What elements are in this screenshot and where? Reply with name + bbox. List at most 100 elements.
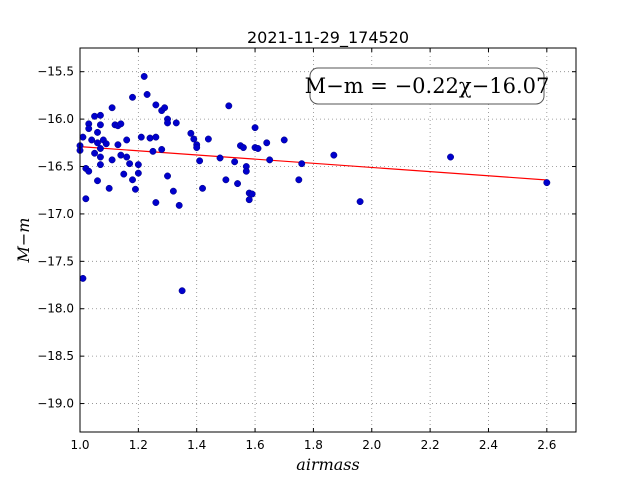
data-point [175, 201, 183, 209]
fit-line [79, 146, 547, 181]
x-tick-label: 2.6 [537, 438, 556, 452]
x-tick-label: 2.4 [479, 438, 498, 452]
fit-line-group [79, 146, 547, 181]
data-point [102, 140, 110, 148]
data-point [239, 144, 247, 152]
data-point [79, 133, 87, 141]
x-tick-label: 1.2 [129, 438, 148, 452]
data-point [108, 156, 116, 164]
x-tick-label: 1.8 [304, 438, 323, 452]
data-point [91, 149, 99, 157]
data-point [172, 119, 180, 127]
y-tick-label: −18.0 [37, 302, 74, 316]
x-ticks: 1.0 1.2 1.4 1.6 1.8 2.0 2.2 2.4 2.6 [70, 48, 556, 452]
chart-title: 2021-11-29_174520 [247, 28, 409, 48]
data-point [91, 112, 99, 120]
data-point [108, 104, 116, 112]
data-point [204, 135, 212, 143]
data-point [123, 136, 131, 144]
data-point [120, 170, 128, 178]
y-tick-label: −17.5 [37, 254, 74, 268]
y-tick-label: −16.5 [37, 160, 74, 174]
data-point [149, 147, 157, 155]
data-point [129, 93, 136, 101]
x-tick-label: 2.0 [362, 438, 381, 452]
data-point [134, 169, 142, 177]
data-point [266, 156, 274, 164]
data-point [161, 104, 169, 112]
data-point [356, 198, 364, 206]
y-axis-label: M−m [14, 218, 33, 264]
data-point [96, 145, 104, 152]
data-point [140, 72, 148, 80]
data-point [105, 184, 113, 192]
grid-lines [79, 48, 576, 432]
data-point [88, 136, 96, 144]
data-point [245, 196, 253, 204]
y-tick-label: −17.0 [37, 207, 74, 221]
data-point [96, 111, 104, 119]
data-point [193, 144, 201, 152]
data-point [79, 274, 87, 282]
data-point [96, 153, 104, 161]
data-point [248, 190, 256, 198]
data-point [190, 135, 198, 143]
data-point [137, 133, 145, 141]
data-point [222, 176, 230, 184]
y-ticks: −15.5 −16.0 −16.5 −17.0 −17.5 −18.0 −18.5 −19.0 [37, 65, 576, 411]
data-point [234, 180, 242, 188]
data-point [134, 161, 142, 169]
data-point [199, 184, 206, 192]
data-point [263, 139, 271, 147]
data-point [225, 102, 233, 110]
data-point [295, 176, 303, 184]
data-point [126, 160, 134, 168]
data-point [114, 141, 122, 149]
data-point [298, 160, 306, 168]
data-point [242, 167, 250, 175]
data-point [280, 136, 288, 144]
y-tick-label: −18.5 [37, 349, 74, 363]
data-point [216, 154, 224, 162]
data-point [123, 153, 131, 161]
x-tick-label: 1.4 [187, 438, 206, 452]
data-point [543, 179, 551, 187]
data-point [152, 199, 160, 206]
data-point [196, 157, 204, 165]
data-point [254, 145, 262, 152]
data-point [169, 187, 177, 195]
y-tick-label: −19.0 [37, 397, 74, 411]
data-point [117, 120, 125, 128]
data-point [129, 176, 136, 184]
annotation-box [309, 67, 545, 105]
data-point [117, 151, 125, 159]
x-tick-label: 2.2 [421, 438, 440, 452]
data-point [164, 172, 171, 180]
data-point [96, 121, 104, 129]
data-point [146, 134, 154, 142]
data-point [85, 167, 93, 175]
data-point [94, 128, 101, 136]
plot-frame [79, 47, 577, 433]
data-point [164, 119, 171, 127]
y-tick-label: −16.0 [37, 112, 74, 126]
data-point [152, 101, 160, 109]
data-point [330, 151, 338, 159]
data-point [94, 177, 101, 185]
data-point [85, 125, 93, 133]
data-point [447, 153, 454, 161]
x-axis-label: airmass [296, 455, 359, 474]
fit-equation-annotation: M−m = −0.22χ−16.07 [305, 74, 550, 98]
data-point [187, 129, 195, 137]
data-point [251, 124, 259, 132]
data-points [76, 72, 551, 295]
data-point [94, 139, 101, 147]
data-point [231, 158, 239, 166]
x-tick-label: 1.6 [246, 438, 265, 452]
y-tick-label: −15.5 [37, 65, 74, 79]
data-point [143, 91, 151, 98]
data-point [158, 146, 166, 153]
data-point [178, 287, 186, 295]
data-point [152, 133, 160, 141]
